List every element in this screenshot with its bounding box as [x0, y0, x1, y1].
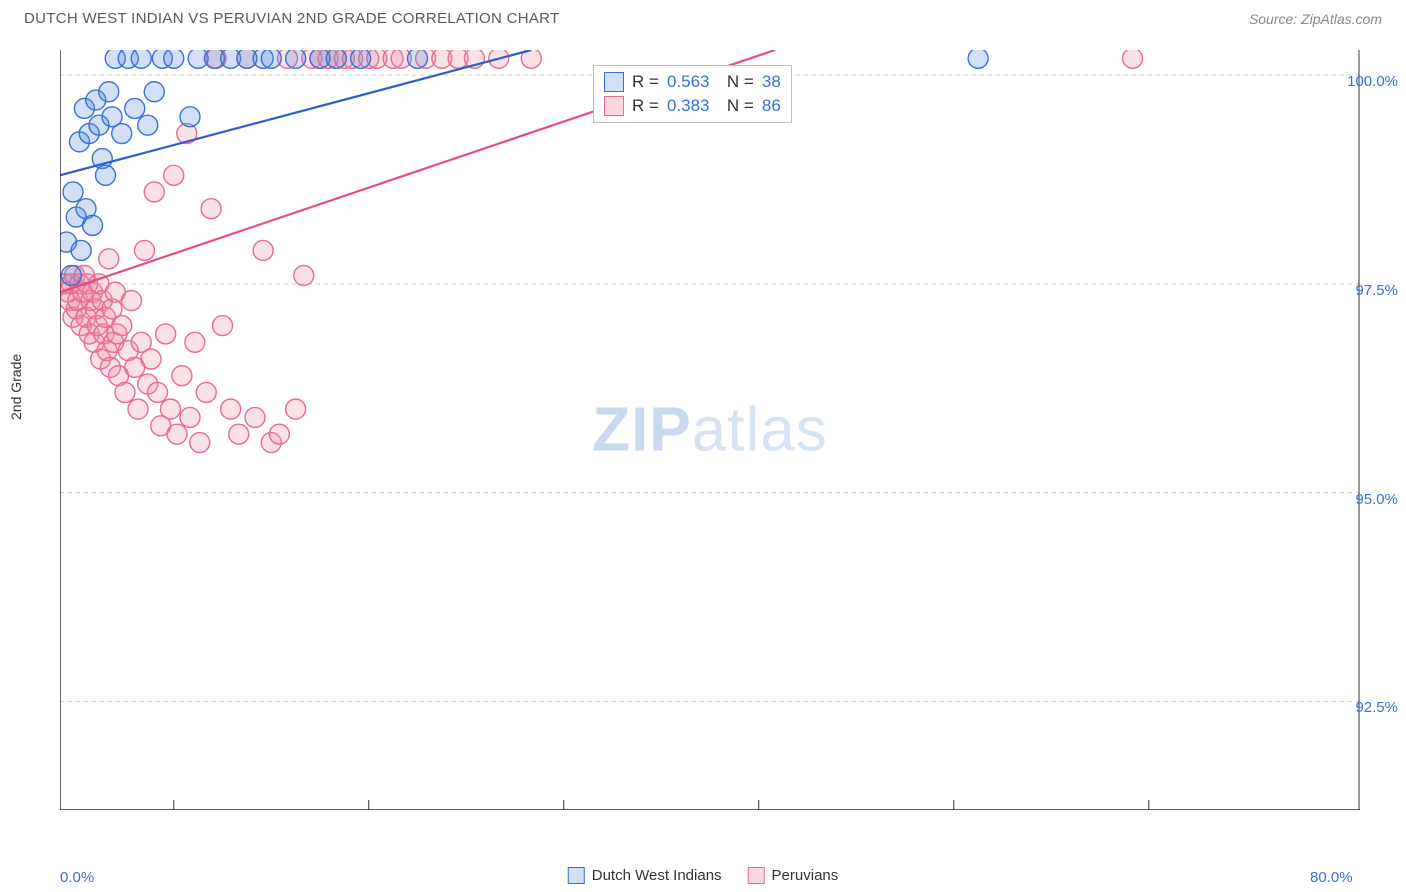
r-value: 0.563 — [667, 72, 710, 92]
legend-item: Dutch West Indians — [568, 867, 722, 884]
legend-label: Dutch West Indians — [592, 867, 722, 884]
r-value: 0.383 — [667, 96, 710, 116]
legend-swatch — [568, 867, 585, 884]
y-tick-label: 92.5% — [1355, 699, 1398, 716]
correlation-swatch — [604, 72, 624, 92]
scatter-plot — [60, 50, 1360, 810]
legend-item: Peruvians — [748, 867, 839, 884]
n-value: 86 — [762, 96, 781, 116]
y-axis-label: 2nd Grade — [8, 354, 24, 420]
y-tick-label: 95.0% — [1355, 491, 1398, 508]
n-label: N = — [717, 96, 753, 116]
r-label: R = — [632, 96, 659, 116]
chart-title: DUTCH WEST INDIAN VS PERUVIAN 2ND GRADE … — [24, 10, 560, 27]
y-tick-label: 100.0% — [1347, 73, 1398, 90]
chart-area: ZIPatlas R = 0.563 N = 38R = 0.383 N = 8… — [60, 50, 1360, 810]
x-tick-label: 0.0% — [60, 869, 94, 886]
legend-swatch — [748, 867, 765, 884]
correlation-row: R = 0.563 N = 38 — [604, 70, 781, 94]
legend: Dutch West Indians Peruvians — [568, 867, 839, 884]
correlation-swatch — [604, 96, 624, 116]
n-label: N = — [717, 72, 753, 92]
n-value: 38 — [762, 72, 781, 92]
source-label: Source: ZipAtlas.com — [1249, 11, 1382, 27]
correlation-row: R = 0.383 N = 86 — [604, 94, 781, 118]
r-label: R = — [632, 72, 659, 92]
legend-label: Peruvians — [772, 867, 839, 884]
y-tick-label: 97.5% — [1355, 282, 1398, 299]
correlation-info-box: R = 0.563 N = 38R = 0.383 N = 86 — [593, 65, 792, 123]
x-tick-label: 80.0% — [1310, 869, 1353, 886]
